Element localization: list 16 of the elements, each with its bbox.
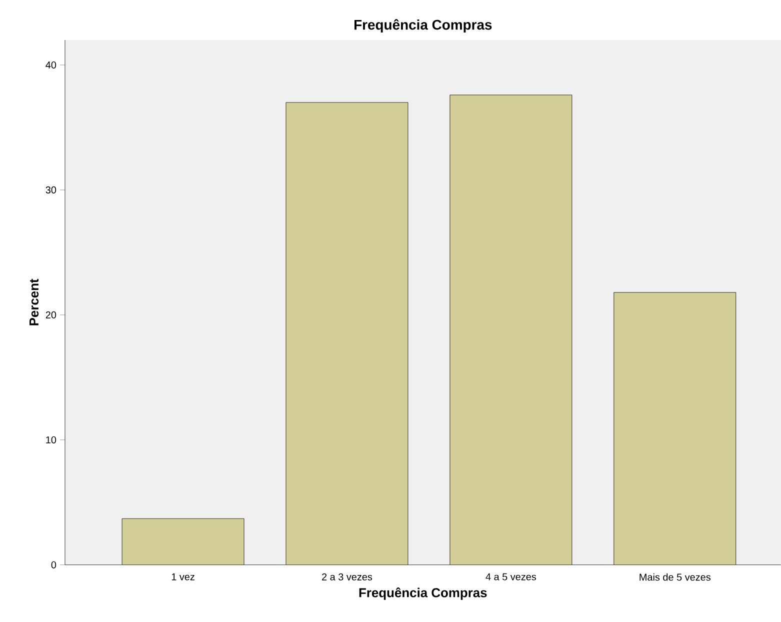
bar: [286, 102, 408, 565]
chart-title: Frequência Compras: [354, 19, 492, 33]
y-tick-label: 0: [51, 561, 56, 568]
x-tick-label: 4 a 5 vezes: [486, 573, 536, 580]
x-tick-label: 2 a 3 vezes: [322, 573, 372, 580]
y-tick-label: 30: [46, 186, 56, 194]
y-tick-label: 20: [46, 311, 56, 319]
y-axis-title: Percent: [30, 278, 39, 326]
bar: [450, 95, 572, 565]
x-axis-title: Frequência Compras: [359, 588, 487, 600]
y-tick-label: 10: [46, 436, 56, 444]
bar: [122, 518, 244, 565]
x-tick-label: 1 vez: [172, 573, 194, 580]
x-tick-label: Mais de 5 vezes: [640, 573, 710, 581]
bar: [614, 292, 736, 565]
y-tick-label: 40: [46, 62, 56, 69]
